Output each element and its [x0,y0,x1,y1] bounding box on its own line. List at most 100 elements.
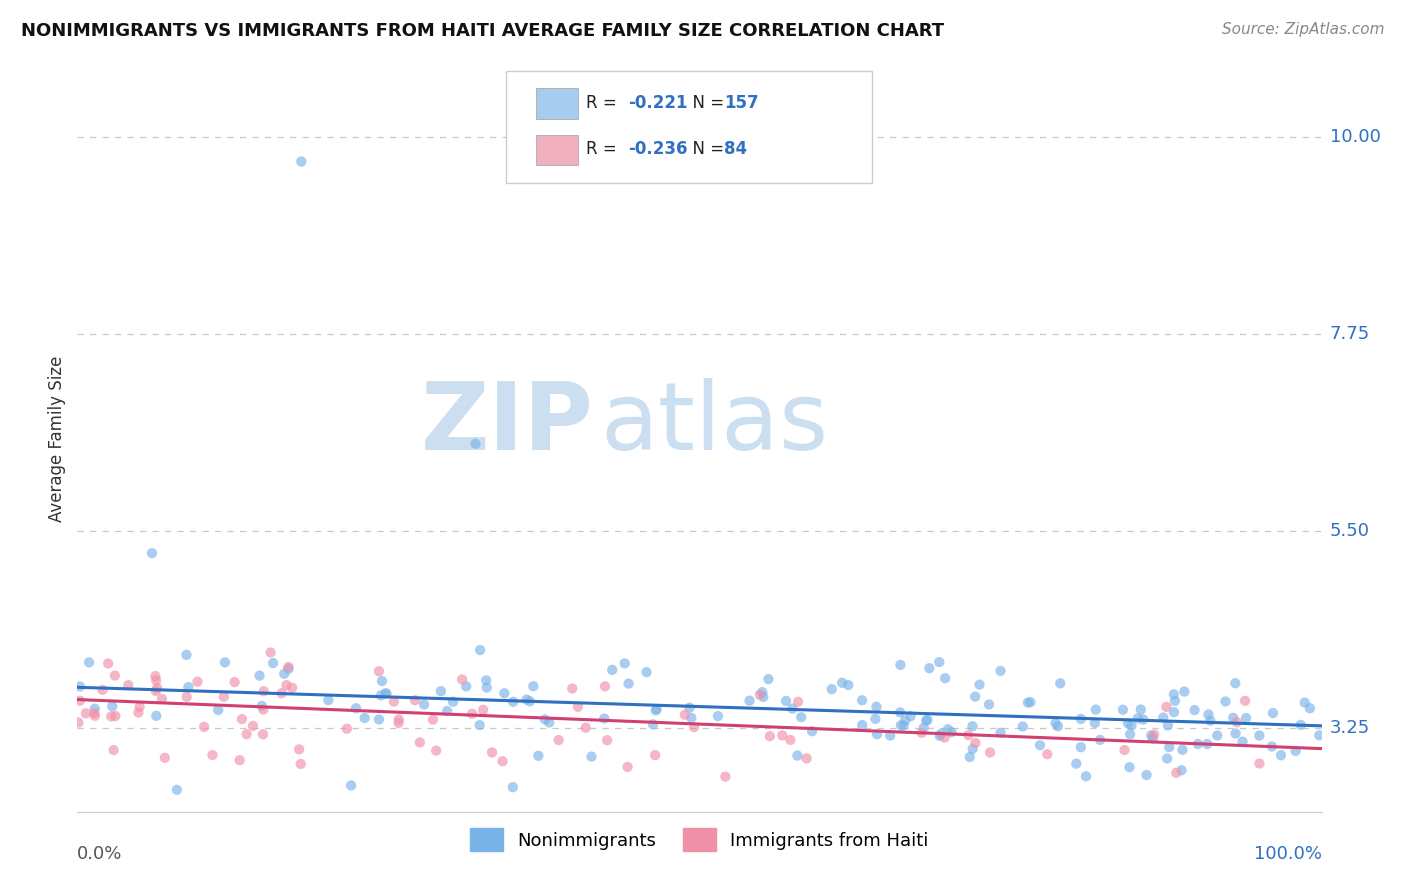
Point [456,679,478,693]
Point [464,436,486,450]
Point [1184,703,1206,717]
Point [150,691,173,706]
Text: 100.0%: 100.0% [1254,846,1322,863]
Point [212,690,235,704]
Point [1226,715,1249,730]
Point [957,728,980,742]
Point [894,714,917,728]
Point [1070,740,1092,755]
Point [1045,716,1067,731]
Y-axis label: Average Family Size: Average Family Size [48,356,66,523]
Point [67,715,90,730]
Text: 84: 84 [724,140,747,158]
Point [224,675,246,690]
Point [145,708,167,723]
Point [596,733,619,747]
Point [928,655,950,669]
Point [1166,765,1188,780]
Point [889,706,911,720]
Point [831,676,853,690]
Point [404,693,426,707]
Point [1187,737,1209,751]
Point [575,721,598,735]
Point [1206,729,1229,743]
Point [1225,726,1247,740]
Point [934,731,956,745]
Point [1222,711,1244,725]
Point [990,725,1012,739]
Point [928,729,950,743]
Point [103,743,125,757]
Point [758,672,780,686]
Point [866,727,889,741]
Point [214,656,236,670]
Point [387,716,409,731]
Point [613,657,636,671]
Point [375,687,398,701]
Point [336,722,359,736]
Point [127,706,149,720]
Point [1126,711,1149,725]
Point [1114,743,1136,757]
Point [491,754,513,768]
Text: R =: R = [586,94,623,112]
Point [368,713,391,727]
Point [316,693,339,707]
Point [1215,694,1237,708]
Point [1163,687,1185,701]
Point [141,546,163,560]
Point [1171,743,1194,757]
Point [1270,748,1292,763]
Point [1118,760,1140,774]
Point [100,709,122,723]
Point [475,681,498,695]
Point [959,750,981,764]
Point [790,710,813,724]
Point [145,684,167,698]
Point [1199,714,1222,728]
Point [1157,718,1180,732]
Point [593,679,616,693]
Point [1088,732,1111,747]
Point [1249,729,1271,743]
Point [153,751,176,765]
Point [865,699,887,714]
Point [644,748,666,763]
Point [851,718,873,732]
Point [1119,727,1142,741]
Point [388,713,411,727]
Point [1112,703,1135,717]
Point [382,694,405,708]
Point [259,646,281,660]
Point [929,727,952,741]
Point [276,678,298,692]
Point [1156,751,1178,765]
Point [516,692,538,706]
Point [678,700,700,714]
Point [69,694,91,708]
Text: N =: N = [682,140,730,158]
Point [145,669,167,683]
Point [865,712,887,726]
Text: 10.00: 10.00 [1330,128,1381,146]
Point [801,724,824,739]
Point [252,703,274,717]
Point [502,780,524,794]
Point [1019,695,1042,709]
Point [934,671,956,685]
Point [1225,676,1247,690]
Point [567,699,589,714]
Point [1121,718,1143,732]
Text: atlas: atlas [600,378,828,470]
Point [1234,694,1257,708]
Text: 5.50: 5.50 [1330,523,1369,541]
Point [146,681,169,695]
Point [593,711,616,725]
Point [1156,699,1178,714]
Point [1261,706,1284,720]
Point [683,720,706,734]
Point [242,719,264,733]
Point [941,725,963,739]
Point [893,718,915,732]
Point [252,727,274,741]
